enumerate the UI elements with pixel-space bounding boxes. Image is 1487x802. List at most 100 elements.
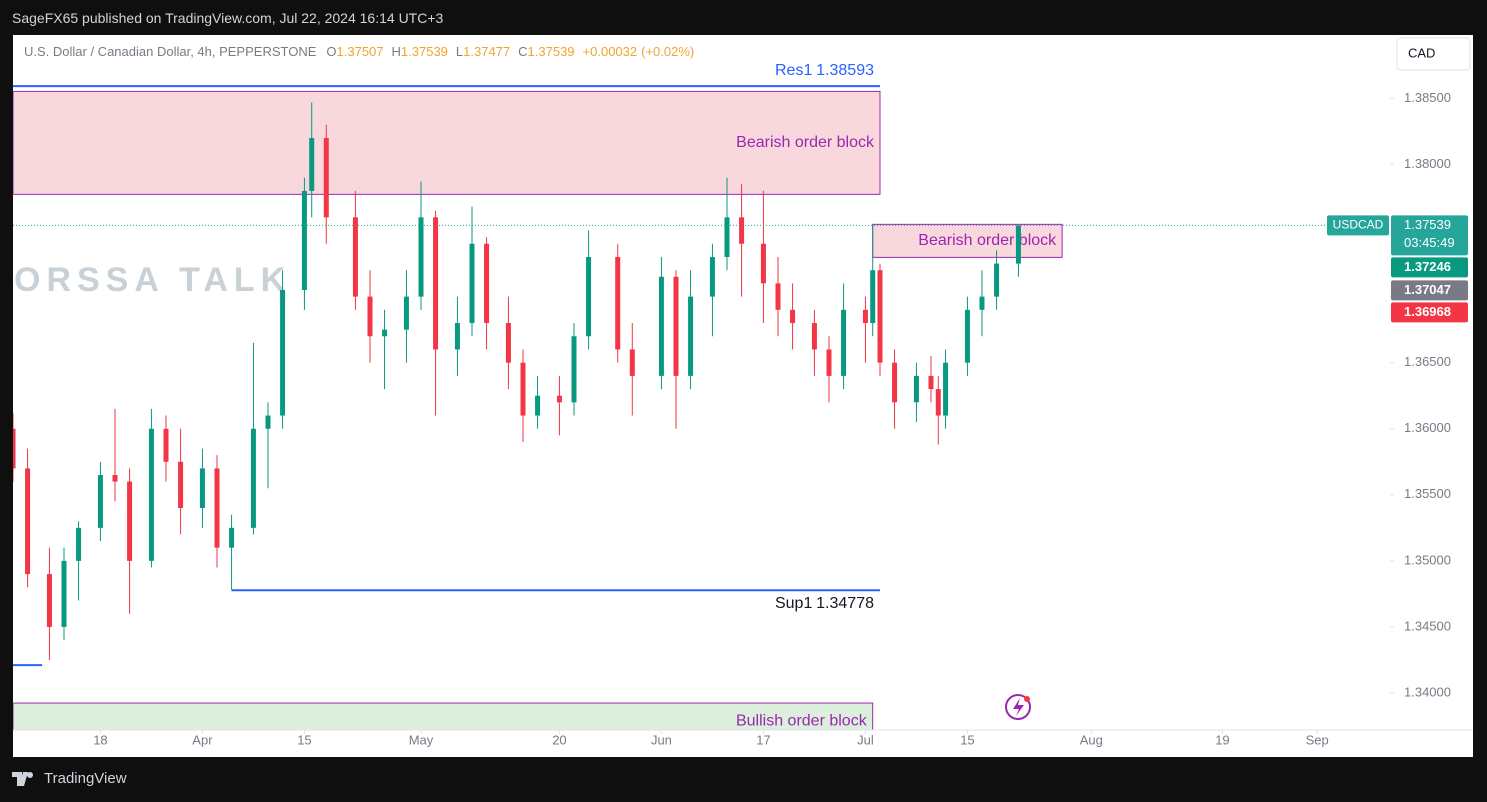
price-tag-label: 1.37539 [1404, 217, 1451, 232]
candle-body [505, 323, 511, 363]
candle-body [469, 243, 475, 324]
x-tick-label: 17 [756, 732, 770, 747]
candle-body [309, 138, 315, 191]
price-tag [1391, 257, 1468, 278]
x-tick-label: 20 [552, 732, 566, 747]
price-tag-label: 1.37246 [1404, 259, 1451, 274]
candle-body [826, 349, 832, 376]
y-tick-label: 1.35000 [1404, 552, 1451, 567]
candle-body [76, 527, 82, 561]
candle-body [935, 389, 941, 416]
alert-dot [1024, 696, 1030, 702]
candle-body [629, 349, 635, 376]
x-tick-label: Jun [651, 732, 672, 747]
candle-body [760, 243, 766, 284]
candle-body [994, 263, 1000, 297]
legend: U.S. Dollar / Canadian Dollar, 4h, PEPPE… [24, 44, 694, 59]
symbol-tag [1327, 215, 1389, 236]
candle-body [673, 276, 679, 376]
candle-body [877, 270, 883, 363]
candle-body [352, 217, 358, 297]
y-tick-label: 1.38000 [1404, 156, 1451, 171]
y-tick-label: 1.36500 [1404, 354, 1451, 369]
footer: TradingView [12, 770, 127, 787]
legend-value: 1.37477 [463, 44, 510, 59]
price-tag [1391, 302, 1468, 323]
order-block-label: Bullish order block [736, 712, 868, 729]
candle-body [724, 217, 730, 257]
candle-body [615, 256, 621, 350]
candle-body [46, 574, 52, 627]
candle-body [913, 375, 919, 403]
candle-body [280, 290, 286, 416]
candle-body [556, 395, 562, 403]
candle-body [454, 323, 460, 350]
candle-body [265, 415, 271, 429]
candle-body [323, 138, 329, 218]
candle-body [658, 276, 664, 376]
candle-body [214, 468, 220, 548]
legend-change: +0.00032 [583, 44, 638, 59]
legend-label: H [392, 44, 401, 59]
level-label: Res1 1.38593 [775, 62, 874, 79]
y-tick-label: 1.35500 [1404, 486, 1451, 501]
candle-body [964, 309, 970, 363]
order-block [13, 90, 881, 195]
x-tick-label: 15 [297, 732, 311, 747]
level-name: Sup1 [775, 595, 812, 612]
legend-title: U.S. Dollar / Canadian Dollar, 4h, PEPPE… [24, 44, 317, 59]
plot-area: Bearish order block Bearish order block Bu… [13, 62, 1063, 730]
candle-body [586, 256, 592, 337]
candle-body [13, 428, 16, 469]
y-tick-label: 1.34000 [1404, 684, 1451, 699]
candle-body [382, 329, 388, 337]
x-tick-label: Jul [857, 732, 874, 747]
candle-body [199, 468, 205, 509]
level-value: 1.38593 [816, 62, 874, 79]
candle-body [811, 323, 817, 350]
legend-value: 1.37507 [337, 44, 384, 59]
legend-label: O [326, 44, 336, 59]
candle-body [418, 217, 424, 297]
currency-button[interactable] [1396, 37, 1471, 71]
candle-body [433, 217, 439, 350]
candle-body [775, 283, 781, 310]
x-tick-label: May [409, 732, 434, 747]
y-tick-label: 1.36000 [1404, 420, 1451, 435]
x-tick-label: 19 [1215, 732, 1229, 747]
order-block-label: Bearish order block [736, 134, 875, 151]
candle-body [739, 217, 745, 244]
candle-body [571, 336, 577, 403]
level-label: Sup1 1.34778 [775, 595, 874, 612]
candle-body [178, 461, 184, 509]
candle-body [535, 395, 541, 416]
candle-body [250, 428, 256, 528]
candle-body [870, 270, 876, 324]
candle-body [61, 560, 67, 627]
x-tick-label: 18 [93, 732, 107, 747]
legend-value: 1.37539 [401, 44, 448, 59]
currency[interactable]: CAD [1408, 45, 1435, 60]
legend-label: L [456, 44, 463, 59]
candle-body [148, 428, 154, 561]
price-tag-label: 1.37047 [1404, 282, 1451, 297]
legend-label: C [518, 44, 527, 59]
candle-body [484, 243, 490, 324]
legend-change-pct: (+0.02%) [641, 44, 694, 59]
x-tick-label: Apr [192, 732, 213, 747]
candle-body [688, 296, 694, 376]
candle-body [112, 474, 118, 482]
candle-body [841, 309, 847, 376]
order-block [872, 223, 1063, 258]
candle-body [1015, 225, 1021, 264]
alert-bolt [1013, 698, 1024, 716]
x-tick-label: Sep [1306, 732, 1329, 747]
candle-body [979, 296, 985, 310]
price-tag [1391, 215, 1468, 256]
candle-body [403, 296, 409, 330]
price-tag-label: 1.36968 [1404, 304, 1451, 319]
y-tick-label: 1.34500 [1404, 618, 1451, 633]
candle-body [862, 309, 868, 324]
alert-icon[interactable] [1005, 694, 1031, 720]
publisher: SageFX65 published on TradingView.com, J… [12, 10, 444, 26]
